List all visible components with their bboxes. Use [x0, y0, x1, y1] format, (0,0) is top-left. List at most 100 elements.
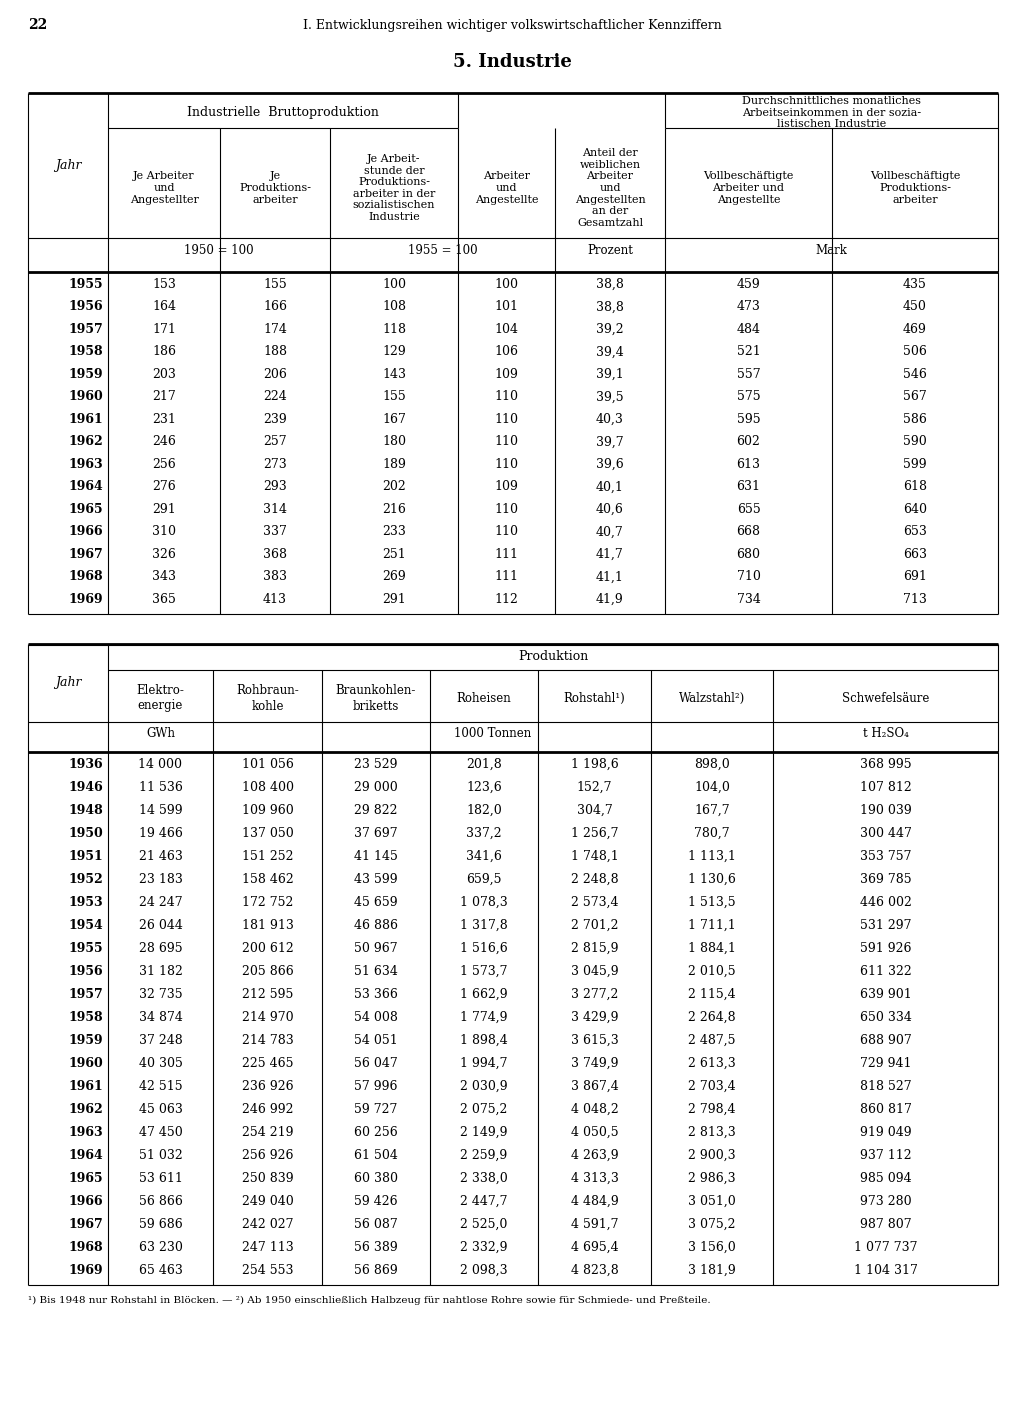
- Text: 1955 = 100: 1955 = 100: [408, 244, 477, 256]
- Text: 655: 655: [736, 503, 761, 516]
- Text: 1969: 1969: [69, 592, 103, 606]
- Text: 631: 631: [736, 480, 761, 493]
- Text: 110: 110: [495, 390, 518, 404]
- Text: 180: 180: [382, 435, 406, 448]
- Text: 2 332,9: 2 332,9: [460, 1241, 508, 1254]
- Text: 2 798,4: 2 798,4: [688, 1102, 736, 1115]
- Text: 216: 216: [382, 503, 406, 516]
- Text: 1967: 1967: [69, 1217, 103, 1230]
- Text: 1960: 1960: [69, 1057, 103, 1070]
- Text: 203: 203: [152, 368, 176, 381]
- Text: 108: 108: [382, 300, 406, 313]
- Text: 2 259,9: 2 259,9: [461, 1149, 508, 1162]
- Text: 37 248: 37 248: [138, 1033, 182, 1047]
- Text: 368: 368: [263, 548, 287, 561]
- Text: 158 462: 158 462: [242, 873, 293, 886]
- Text: 56 869: 56 869: [354, 1264, 398, 1277]
- Text: 973 280: 973 280: [860, 1195, 911, 1207]
- Text: Walzstahl²): Walzstahl²): [679, 691, 745, 706]
- Text: 4 484,9: 4 484,9: [570, 1195, 618, 1207]
- Text: 2 703,4: 2 703,4: [688, 1080, 736, 1093]
- Text: 1 662,9: 1 662,9: [460, 988, 508, 1000]
- Text: 2 115,4: 2 115,4: [688, 988, 736, 1000]
- Text: 314: 314: [263, 503, 287, 516]
- Text: 484: 484: [736, 323, 761, 336]
- Text: 368 995: 368 995: [860, 758, 911, 771]
- Text: 111: 111: [495, 571, 518, 584]
- Text: 32 735: 32 735: [138, 988, 182, 1000]
- Text: Prozent: Prozent: [587, 244, 633, 256]
- Text: 413: 413: [263, 592, 287, 606]
- Text: 236 926: 236 926: [242, 1080, 293, 1093]
- Text: 51 032: 51 032: [138, 1149, 182, 1162]
- Text: 53 366: 53 366: [354, 988, 398, 1000]
- Text: 1964: 1964: [69, 1149, 103, 1162]
- Text: 599: 599: [903, 458, 927, 470]
- Text: 680: 680: [736, 548, 761, 561]
- Text: 110: 110: [495, 435, 518, 448]
- Text: 860 817: 860 817: [859, 1102, 911, 1115]
- Text: 1 884,1: 1 884,1: [688, 942, 736, 955]
- Text: 2 525,0: 2 525,0: [461, 1217, 508, 1230]
- Text: 104: 104: [495, 323, 518, 336]
- Text: 668: 668: [736, 526, 761, 538]
- Text: 26 044: 26 044: [138, 918, 182, 931]
- Text: 40,7: 40,7: [596, 526, 624, 538]
- Text: 164: 164: [152, 300, 176, 313]
- Text: 713: 713: [903, 592, 927, 606]
- Text: 469: 469: [903, 323, 927, 336]
- Text: 1946: 1946: [69, 781, 103, 794]
- Text: 56 087: 56 087: [354, 1217, 398, 1230]
- Text: 546: 546: [903, 368, 927, 381]
- Text: 269: 269: [382, 571, 406, 584]
- Text: 273: 273: [263, 458, 287, 470]
- Text: Rohbraun-
kohle: Rohbraun- kohle: [237, 684, 299, 713]
- Text: 188: 188: [263, 346, 287, 359]
- Text: 45 063: 45 063: [138, 1102, 182, 1115]
- Text: 100: 100: [495, 278, 518, 290]
- Text: 181 913: 181 913: [242, 918, 294, 931]
- Text: Durchschnittliches monatliches
Arbeitseinkommen in der sozia-
listischen Industr: Durchschnittliches monatliches Arbeitsei…: [742, 96, 921, 129]
- Text: 166: 166: [263, 300, 287, 313]
- Text: 1936: 1936: [69, 758, 103, 771]
- Text: 14 599: 14 599: [138, 803, 182, 816]
- Text: 22: 22: [28, 18, 47, 33]
- Text: 123,6: 123,6: [466, 781, 502, 794]
- Text: 239: 239: [263, 412, 287, 427]
- Text: 40 305: 40 305: [138, 1057, 182, 1070]
- Text: 3 181,9: 3 181,9: [688, 1264, 736, 1277]
- Text: 586: 586: [903, 412, 927, 427]
- Text: 254 219: 254 219: [242, 1125, 293, 1139]
- Text: 1954: 1954: [69, 918, 103, 931]
- Text: 1 256,7: 1 256,7: [570, 826, 618, 840]
- Text: 1969: 1969: [69, 1264, 103, 1277]
- Text: 2 264,8: 2 264,8: [688, 1010, 736, 1023]
- Text: 11 536: 11 536: [138, 781, 182, 794]
- Text: 446 002: 446 002: [859, 896, 911, 908]
- Text: 326: 326: [152, 548, 176, 561]
- Text: 41 145: 41 145: [354, 850, 398, 863]
- Text: 937 112: 937 112: [860, 1149, 911, 1162]
- Text: 1962: 1962: [69, 435, 103, 448]
- Text: 205 866: 205 866: [242, 965, 293, 978]
- Text: 137 050: 137 050: [242, 826, 293, 840]
- Text: 353 757: 353 757: [860, 850, 911, 863]
- Text: 2 613,3: 2 613,3: [688, 1057, 736, 1070]
- Text: 41,1: 41,1: [596, 571, 624, 584]
- Text: 3 867,4: 3 867,4: [570, 1080, 618, 1093]
- Text: 42 515: 42 515: [138, 1080, 182, 1093]
- Text: 300 447: 300 447: [859, 826, 911, 840]
- Text: 2 815,9: 2 815,9: [570, 942, 618, 955]
- Text: 34 874: 34 874: [138, 1010, 182, 1023]
- Text: 1955: 1955: [69, 942, 103, 955]
- Text: Rohstahl¹): Rohstahl¹): [563, 691, 626, 706]
- Text: 155: 155: [263, 278, 287, 290]
- Text: 1 573,7: 1 573,7: [460, 965, 508, 978]
- Text: 590: 590: [903, 435, 927, 448]
- Text: 780,7: 780,7: [694, 826, 730, 840]
- Text: 1 774,9: 1 774,9: [460, 1010, 508, 1023]
- Text: 1 994,7: 1 994,7: [460, 1057, 508, 1070]
- Text: 112: 112: [495, 592, 518, 606]
- Text: 1951: 1951: [69, 850, 103, 863]
- Text: 39,4: 39,4: [596, 346, 624, 359]
